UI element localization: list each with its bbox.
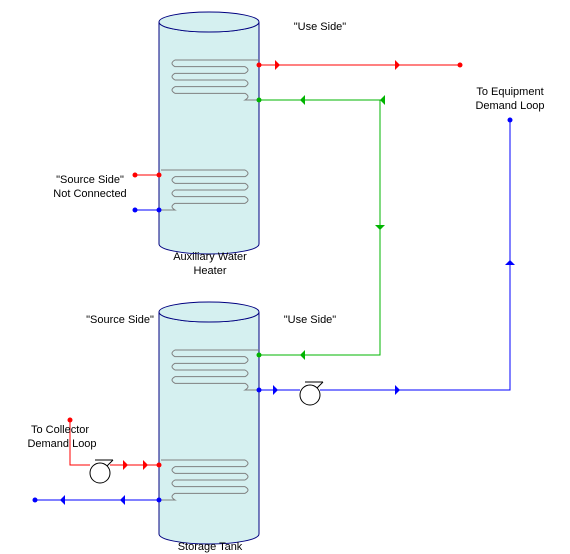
svg-text:Not Connected: Not Connected: [53, 188, 126, 200]
tank: [159, 302, 259, 544]
label-use-side-bottom: "Use Side": [284, 314, 337, 326]
svg-text:Demand Loop: Demand Loop: [27, 438, 96, 450]
caption-aux-heater: Auxiliary Water: [173, 251, 247, 263]
pipe: [259, 120, 510, 390]
caption-storage-tank: Storage Tank: [178, 541, 243, 553]
label-source-side-bottom: "Source Side": [86, 314, 154, 326]
label-source-side-top: "Source Side": [56, 174, 124, 186]
tank: [159, 12, 259, 254]
label-use-side-top: "Use Side": [294, 21, 347, 33]
label-to-collector: To Collector: [31, 424, 89, 436]
svg-text:Demand Loop: Demand Loop: [475, 100, 544, 112]
svg-text:Heater: Heater: [193, 265, 226, 277]
label-to-equipment: To Equipment: [476, 86, 543, 98]
